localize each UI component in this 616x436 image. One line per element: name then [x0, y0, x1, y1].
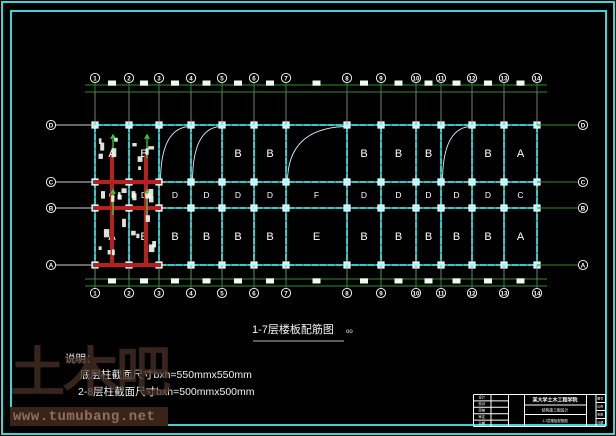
svg-text:审定: 审定 [478, 414, 485, 419]
svg-text:13: 13 [501, 290, 508, 297]
svg-text:14: 14 [534, 290, 541, 297]
svg-text:D: D [267, 190, 273, 200]
svg-text:D: D [172, 190, 178, 200]
svg-text:B: B [484, 231, 491, 243]
svg-text:B: B [360, 148, 367, 160]
svg-text:比例: 比例 [597, 404, 603, 409]
svg-text:张数: 张数 [597, 412, 603, 417]
svg-text:B: B [203, 231, 210, 243]
svg-text:B: B [425, 231, 432, 243]
svg-text:7: 7 [284, 75, 288, 82]
svg-text:2: 2 [127, 75, 131, 82]
svg-text:F: F [314, 190, 319, 200]
svg-text:E: E [313, 231, 320, 243]
svg-text:B: B [266, 148, 273, 160]
svg-text:D: D [453, 190, 459, 200]
svg-text:D: D [485, 190, 491, 200]
svg-text:6: 6 [252, 290, 256, 297]
svg-text:图号: 图号 [597, 396, 603, 401]
svg-text:C: C [581, 179, 586, 186]
svg-text:D: D [235, 190, 241, 200]
svg-text:5: 5 [220, 290, 224, 297]
svg-text:oo: oo [346, 329, 353, 335]
svg-text:8: 8 [345, 290, 349, 297]
svg-text:某大学土木工程学院: 某大学土木工程学院 [531, 396, 577, 403]
svg-text:B: B [395, 231, 402, 243]
svg-text:1: 1 [93, 75, 97, 82]
svg-text:B: B [171, 231, 178, 243]
svg-text:D: D [425, 190, 431, 200]
svg-text:9: 9 [379, 290, 383, 297]
svg-text:B: B [484, 148, 491, 160]
svg-text:C: C [517, 190, 523, 200]
svg-text:D: D [361, 190, 367, 200]
svg-text:4: 4 [189, 290, 193, 297]
svg-text:A: A [517, 148, 525, 160]
svg-text:B: B [360, 231, 367, 243]
svg-text:B: B [49, 205, 54, 212]
svg-text:8: 8 [345, 75, 349, 82]
svg-text:B: B [453, 231, 460, 243]
svg-text:11: 11 [438, 75, 445, 82]
svg-text:B: B [234, 231, 241, 243]
svg-text:C: C [49, 179, 54, 186]
svg-text:A: A [581, 262, 586, 269]
svg-text:12: 12 [469, 290, 476, 297]
svg-text:B: B [581, 205, 586, 212]
svg-text:设计: 设计 [478, 395, 485, 400]
svg-text:日期: 日期 [597, 420, 603, 425]
svg-text:12: 12 [469, 75, 476, 82]
svg-text:校对: 校对 [478, 401, 485, 406]
svg-text:B: B [266, 231, 273, 243]
svg-text:1-7层楼板配筋图: 1-7层楼板配筋图 [252, 322, 334, 336]
svg-text:B: B [395, 148, 402, 160]
svg-text:A: A [49, 262, 54, 269]
svg-text:2: 2 [127, 290, 131, 297]
svg-text:7: 7 [284, 290, 288, 297]
svg-text:10: 10 [413, 75, 420, 82]
svg-text:13: 13 [501, 75, 508, 82]
svg-text:A: A [517, 231, 525, 243]
svg-text:结构施工图设计: 结构施工图设计 [542, 407, 569, 412]
svg-text:D: D [49, 122, 54, 129]
svg-text:9: 9 [379, 75, 383, 82]
svg-text:11: 11 [438, 290, 445, 297]
svg-text:D: D [395, 190, 401, 200]
svg-text:5: 5 [220, 75, 224, 82]
svg-text:10: 10 [413, 290, 420, 297]
svg-text:14: 14 [534, 75, 541, 82]
svg-text:6: 6 [252, 75, 256, 82]
svg-text:D: D [581, 122, 586, 129]
svg-text:B: B [425, 148, 432, 160]
svg-text:审核: 审核 [478, 408, 485, 413]
svg-text:D: D [203, 190, 209, 200]
svg-text:3: 3 [157, 290, 161, 297]
svg-text:1-7层楼板配筋图: 1-7层楼板配筋图 [542, 418, 568, 423]
svg-text:4: 4 [189, 75, 193, 82]
svg-text:1: 1 [93, 290, 97, 297]
svg-text:3: 3 [157, 75, 161, 82]
svg-text:B: B [234, 148, 241, 160]
svg-text:日期: 日期 [478, 420, 485, 425]
